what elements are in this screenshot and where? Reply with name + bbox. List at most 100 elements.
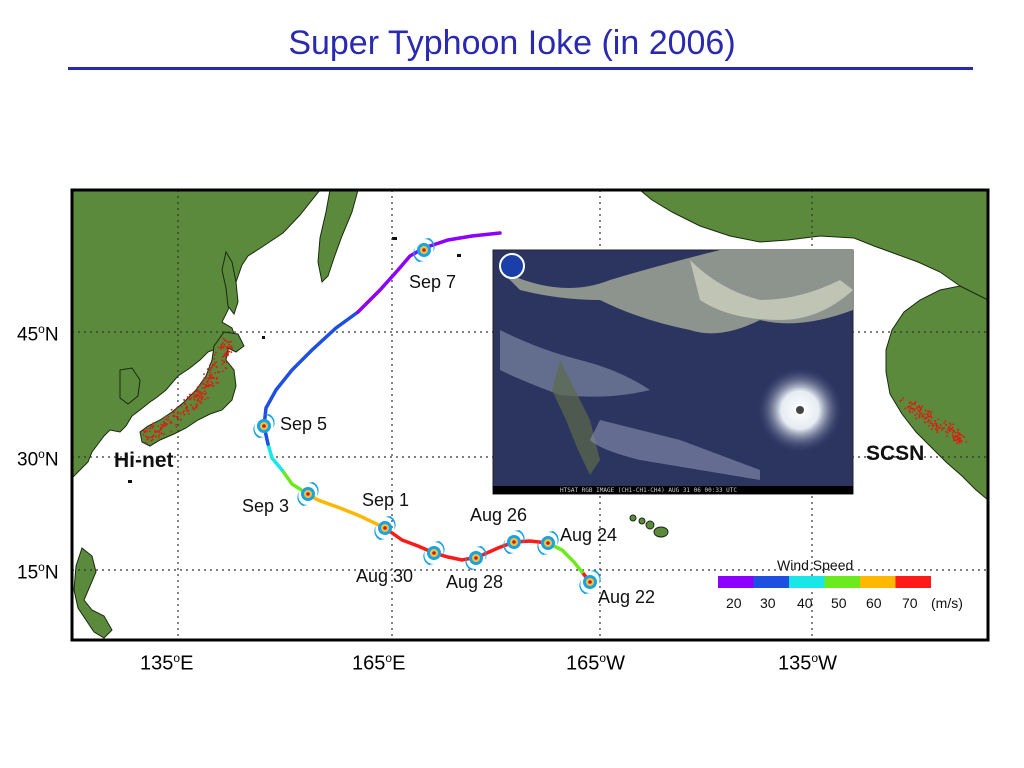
station-dot [929, 413, 932, 415]
station-dot [960, 439, 962, 442]
station-dot [225, 340, 228, 342]
station-dot [185, 407, 187, 409]
station-dot [902, 397, 904, 400]
station-dot [179, 412, 182, 415]
station-dot [209, 384, 212, 386]
station-dot [152, 422, 154, 425]
station-dot [906, 406, 909, 409]
station-dot [952, 435, 954, 438]
station-dot [159, 428, 162, 431]
station-dot [218, 371, 221, 373]
station-dot [182, 411, 184, 414]
scsn-label: SCSN [866, 442, 924, 465]
station-dot [142, 429, 145, 432]
station-dot [170, 420, 172, 423]
station-dot [941, 427, 944, 429]
station-dot [221, 359, 223, 362]
station-dot [936, 429, 939, 432]
station-dot [929, 420, 932, 422]
lon-label-135e: 135oE [140, 651, 194, 675]
station-dot [166, 423, 168, 426]
station-dot [947, 431, 949, 434]
station-dot [217, 381, 219, 384]
station-dot [228, 344, 230, 346]
station-dot [173, 415, 176, 418]
station-dot [202, 379, 205, 382]
station-dot [149, 427, 151, 430]
station-dot [198, 401, 201, 403]
station-dot [952, 434, 954, 436]
station-dot [931, 422, 933, 425]
station-dot [965, 441, 968, 443]
station-dot [953, 439, 955, 442]
station-dot [154, 430, 156, 432]
station-dot [918, 413, 921, 416]
station-dot [169, 422, 172, 424]
station-dot [222, 337, 225, 340]
station-dot [923, 417, 926, 420]
station-dot [952, 423, 954, 426]
scsn-stations [899, 397, 968, 445]
station-dot [162, 425, 165, 427]
station-dot [918, 405, 920, 407]
station-dot [914, 401, 917, 403]
station-dot [927, 414, 929, 416]
station-dot [957, 441, 960, 443]
lon-label-135w: 135oW [778, 651, 837, 675]
station-dot [899, 400, 902, 402]
station-dot [158, 430, 161, 432]
noaa-logo [499, 253, 525, 279]
station-dot [206, 385, 209, 387]
station-dot [202, 392, 204, 394]
station-dot [948, 429, 951, 431]
station-dot [210, 367, 212, 370]
station-dot [167, 419, 169, 421]
lat-label-15n: 15oN [17, 560, 59, 584]
station-dot [192, 392, 195, 394]
station-dot [908, 405, 910, 408]
station-dot [951, 426, 954, 429]
station-dot [922, 415, 925, 418]
station-dot [145, 435, 147, 438]
station-dot [948, 427, 951, 429]
station-dot [918, 416, 921, 419]
sakhalin [221, 250, 239, 316]
station-dot [945, 423, 948, 426]
station-dot [959, 440, 961, 442]
station-dot [145, 441, 147, 444]
station-dot [197, 389, 199, 392]
station-dot [176, 415, 179, 418]
station-dot [923, 413, 926, 415]
station-dot [936, 431, 938, 433]
station-dot [188, 398, 191, 401]
station-dot [151, 438, 154, 441]
date-label: Sep 1 [362, 490, 409, 510]
station-dot [215, 351, 217, 354]
station-dot [203, 373, 205, 375]
station-dot [943, 427, 945, 429]
station-dot [946, 435, 948, 437]
station-dot [909, 411, 911, 414]
station-dot [204, 398, 206, 401]
station-dot [211, 382, 214, 385]
north-america [885, 285, 988, 501]
station-dot [960, 434, 962, 436]
station-dot [203, 393, 206, 396]
station-dot [180, 405, 183, 408]
station-dot [949, 424, 952, 426]
station-dot [149, 430, 151, 433]
station-dot [947, 428, 949, 431]
station-dot [207, 377, 210, 380]
station-dot [928, 415, 931, 418]
station-dot [195, 407, 198, 409]
station-dot [912, 403, 914, 405]
station-dot [206, 380, 208, 383]
station-dot [201, 387, 203, 389]
station-dot [928, 410, 931, 412]
station-dot [192, 406, 194, 409]
station-dot [202, 383, 205, 385]
station-dot [186, 406, 188, 409]
legend-tick-label: 30 [760, 595, 776, 611]
station-dot [912, 408, 915, 410]
